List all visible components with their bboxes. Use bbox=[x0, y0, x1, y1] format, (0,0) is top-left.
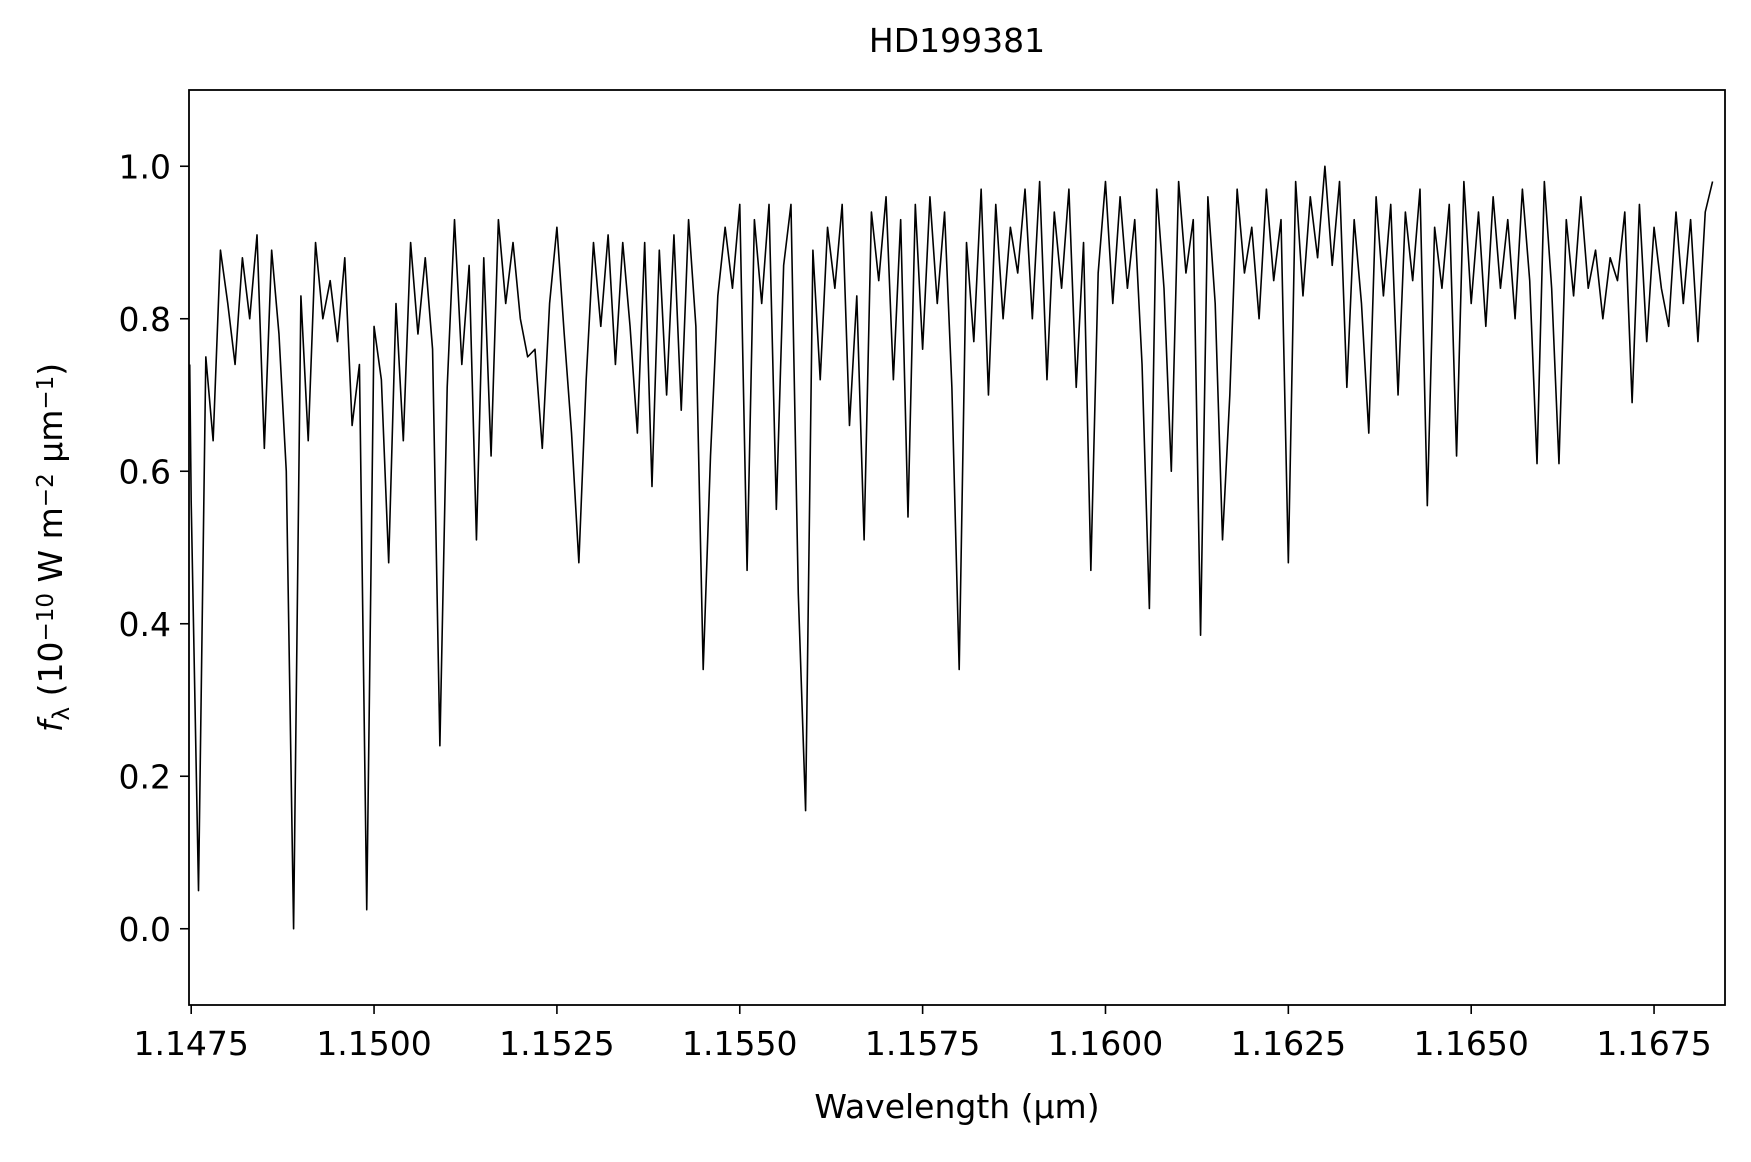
x-tick-label: 1.1500 bbox=[316, 1024, 431, 1063]
x-tick-label: 1.1550 bbox=[682, 1024, 797, 1063]
x-axis-label: Wavelength (μm) bbox=[814, 1087, 1099, 1126]
x-tick-label: 1.1475 bbox=[133, 1024, 248, 1063]
x-tick-label: 1.1650 bbox=[1413, 1024, 1528, 1063]
x-tick-label: 1.1625 bbox=[1231, 1024, 1346, 1063]
y-axis-label-part: W m bbox=[31, 507, 70, 593]
y-tick-label: 0.8 bbox=[119, 300, 171, 339]
y-tick-label: 1.0 bbox=[119, 147, 171, 186]
y-axis-label-part: μm bbox=[31, 410, 70, 474]
y-axis-label-part: ) bbox=[31, 363, 70, 376]
y-axis-label: fλ (10−10 W m−2 μm−1) bbox=[31, 363, 75, 732]
x-tick-label: 1.1575 bbox=[865, 1024, 980, 1063]
y-tick-label: 0.6 bbox=[119, 452, 171, 491]
plot-frame bbox=[188, 89, 1726, 1006]
y-axis-label-part: −10 bbox=[33, 593, 59, 642]
spectrum-line bbox=[189, 165, 1714, 930]
y-tick-label: 0.4 bbox=[119, 605, 171, 644]
x-tick-label: 1.1600 bbox=[1048, 1024, 1163, 1063]
y-tick-label: 0.0 bbox=[119, 910, 171, 949]
y-axis-label-part: −1 bbox=[33, 376, 59, 410]
x-tick-label: 1.1675 bbox=[1596, 1024, 1711, 1063]
y-tick-label: 0.2 bbox=[119, 757, 171, 796]
y-axis-label-part: (10 bbox=[31, 642, 70, 707]
chart-title: HD199381 bbox=[869, 21, 1045, 60]
y-axis-label-part: −2 bbox=[33, 473, 59, 507]
y-axis-label-part: λ bbox=[49, 707, 75, 721]
x-tick-label: 1.1525 bbox=[499, 1024, 614, 1063]
